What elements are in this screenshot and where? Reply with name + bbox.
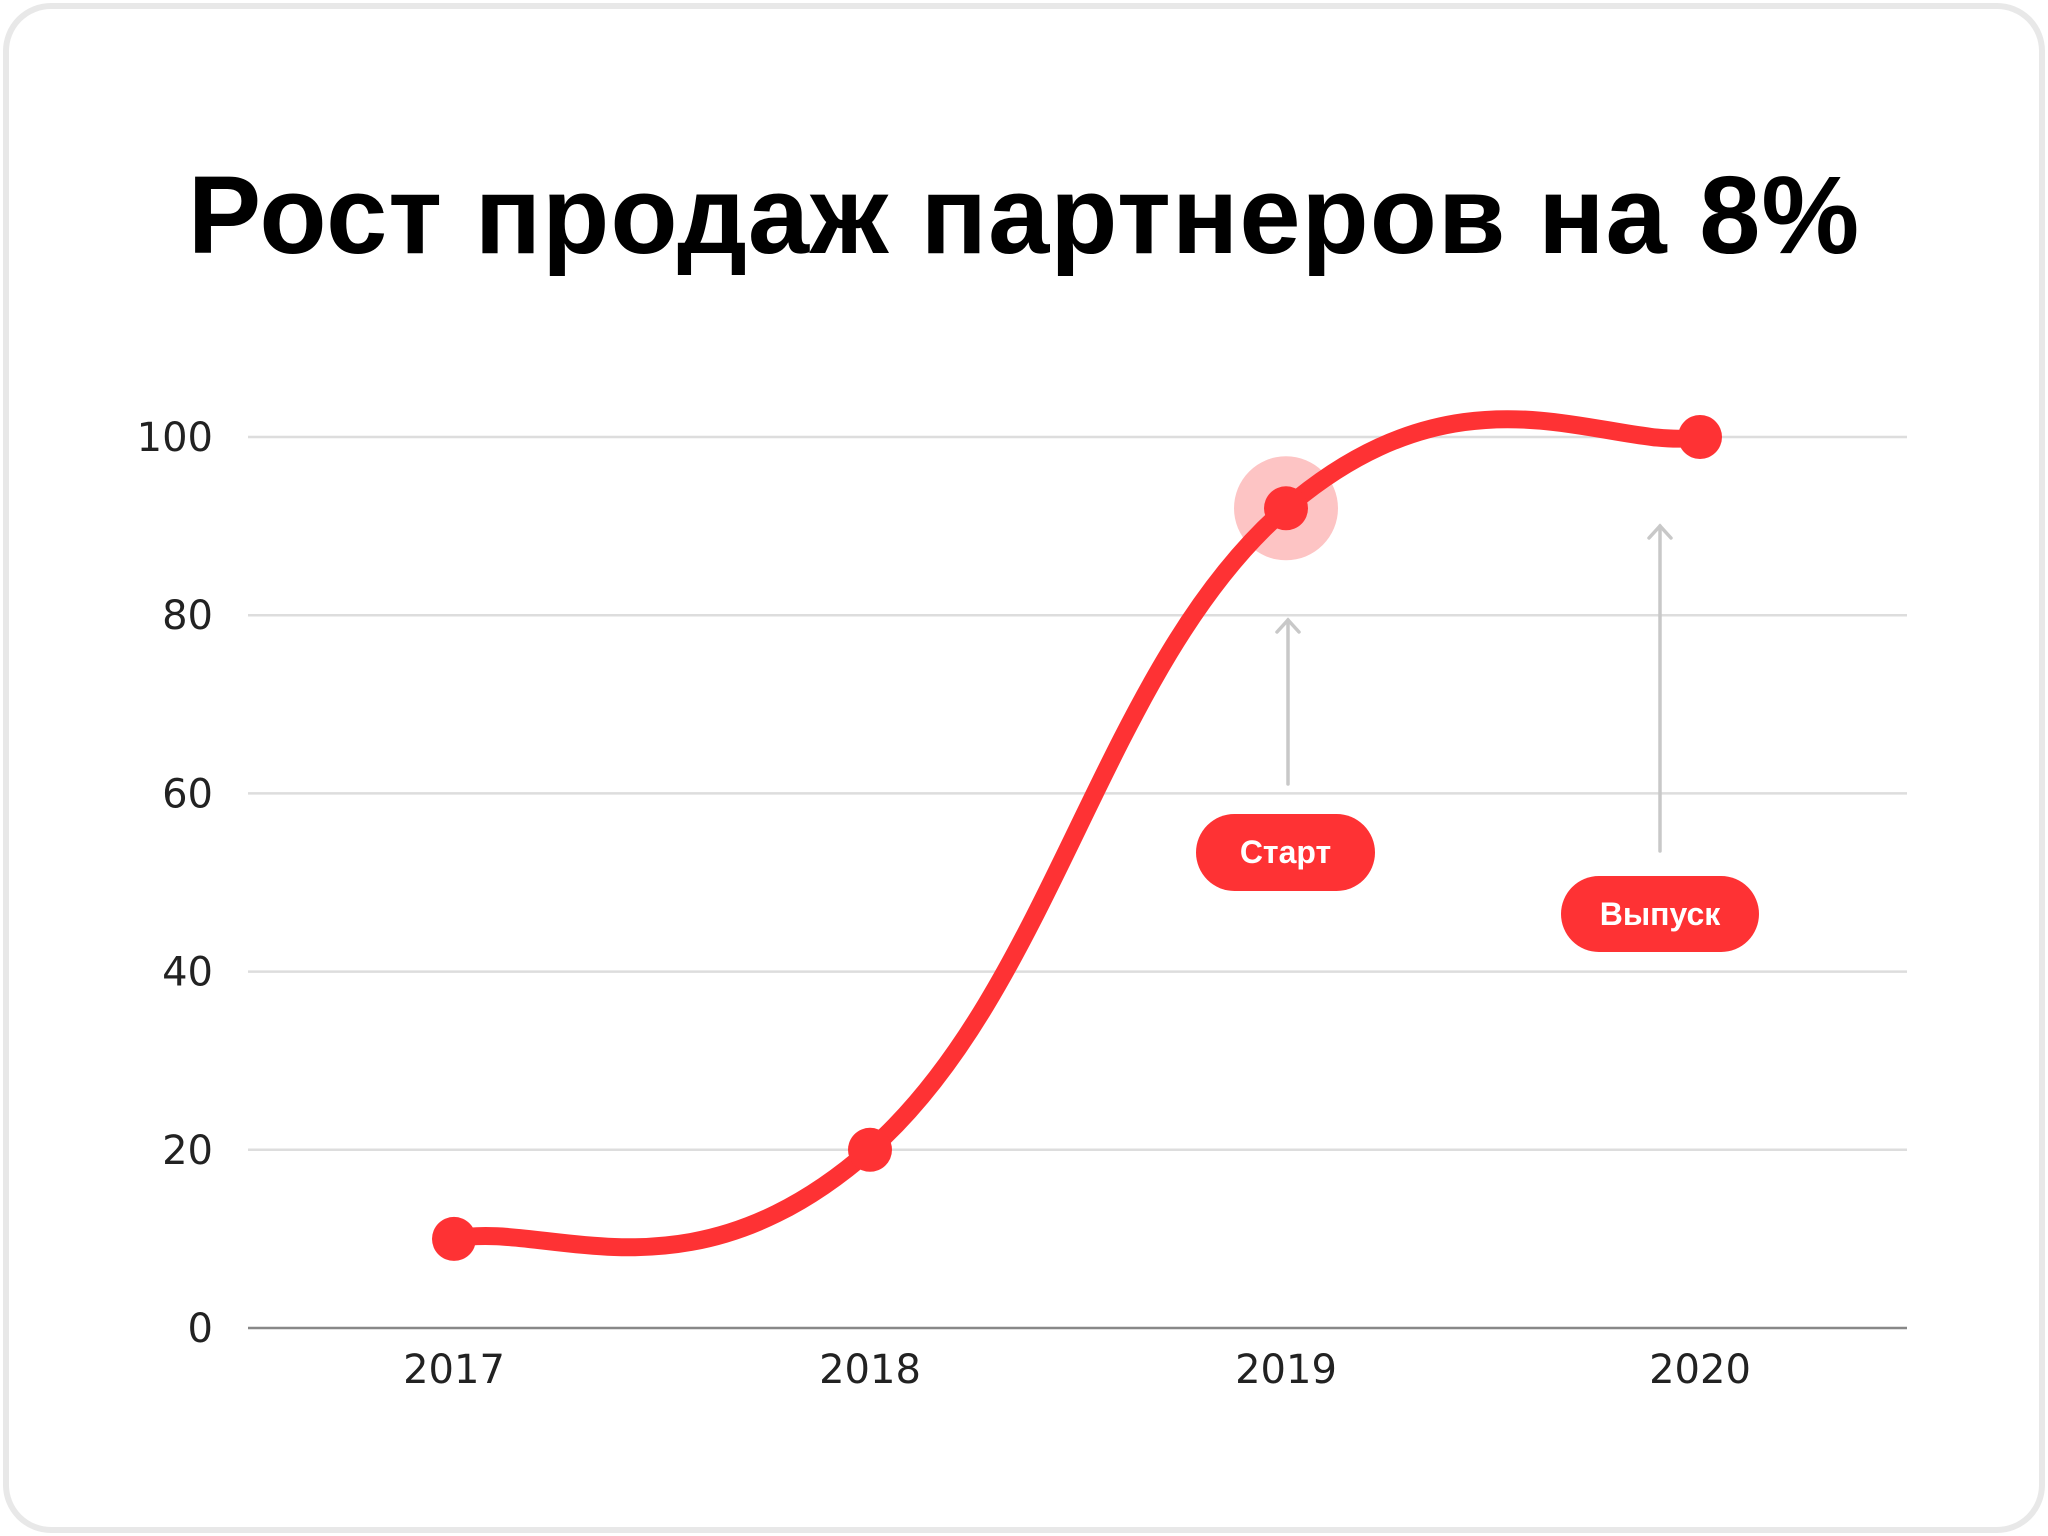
y-tick-label: 60 bbox=[162, 771, 213, 817]
y-tick-label: 40 bbox=[162, 950, 213, 996]
y-tick-label: 100 bbox=[137, 415, 213, 461]
annotation-start-badge: Старт bbox=[1196, 814, 1375, 891]
series-line bbox=[445, 410, 1709, 1257]
y-tick-label: 80 bbox=[162, 593, 213, 639]
annotation-release-badge: Выпуск bbox=[1561, 876, 1759, 952]
y-tick-label: 20 bbox=[162, 1128, 213, 1174]
arrow-head bbox=[1647, 523, 1673, 540]
data-point bbox=[848, 1127, 892, 1172]
chart-title: Рост продаж партнеров на 8% bbox=[187, 154, 1861, 277]
data-point bbox=[432, 1216, 476, 1261]
x-tick-label: 2018 bbox=[819, 1347, 921, 1393]
arrow-up-icon bbox=[1275, 617, 1301, 786]
y-tick-label: 0 bbox=[188, 1306, 213, 1352]
chart-card bbox=[3, 3, 2045, 1533]
x-tick-label: 2020 bbox=[1649, 1347, 1751, 1393]
arrow-head bbox=[1275, 617, 1301, 634]
x-tick-label: 2017 bbox=[403, 1347, 505, 1393]
data-point bbox=[1678, 415, 1722, 459]
x-tick-label: 2019 bbox=[1235, 1347, 1337, 1393]
arrow-up-icon bbox=[1647, 523, 1673, 853]
data-point bbox=[1264, 486, 1308, 531]
